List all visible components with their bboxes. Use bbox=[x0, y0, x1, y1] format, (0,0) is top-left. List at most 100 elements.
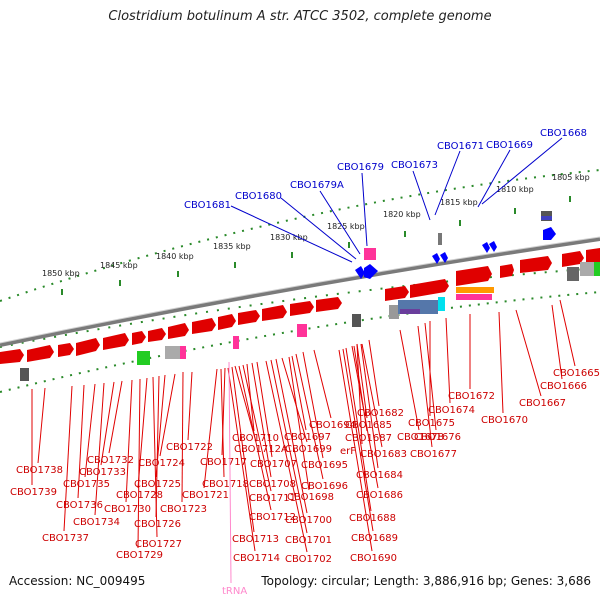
reverse-gene-label: CBO1694 bbox=[309, 420, 356, 431]
trna-label: tRNA bbox=[222, 586, 247, 597]
reverse-gene-label: CBO1727 bbox=[135, 539, 182, 550]
reverse-gene-label: CBO1708 bbox=[249, 479, 296, 490]
kbp-label: 1810 kbp bbox=[496, 185, 534, 194]
reverse-gene-label: CBO1678 bbox=[397, 432, 444, 443]
reverse-gene-label: CBO1737 bbox=[42, 533, 89, 544]
kbp-label: 1840 kbp bbox=[156, 252, 194, 261]
reverse-label-line bbox=[256, 361, 273, 458]
gene-arrow bbox=[385, 286, 409, 301]
gene-arrow bbox=[316, 297, 342, 312]
gene-arrow bbox=[456, 266, 492, 286]
reverse-gene-label: CBO1687 bbox=[345, 433, 392, 444]
kbp-ticks bbox=[61, 196, 571, 295]
reverse-gene-label: CBO1732 bbox=[87, 455, 134, 466]
reverse-label-line bbox=[360, 343, 379, 469]
reverse-label-line bbox=[77, 384, 85, 499]
reverse-label-line bbox=[125, 379, 133, 503]
feature-box bbox=[180, 346, 186, 359]
reverse-gene-label: CBO1730 bbox=[104, 504, 151, 515]
reverse-gene-label: CBO1722 bbox=[166, 442, 213, 453]
reverse-gene-label: CBO1707 bbox=[250, 459, 297, 470]
reverse-gene-label: CBO1667 bbox=[519, 398, 566, 409]
gene-arrow bbox=[482, 242, 490, 253]
reverse-gene-label: CBO1690 bbox=[350, 553, 397, 564]
reverse-gene-label: CBO1714 bbox=[233, 553, 280, 564]
genome-stats-text: Topology: circular; Length: 3,886,916 bp… bbox=[261, 574, 591, 588]
gene-arrow bbox=[290, 301, 314, 316]
gene-arrow bbox=[262, 305, 287, 321]
kbp-label: 1825 kbp bbox=[327, 222, 365, 231]
kbp-label: 1805 kbp bbox=[552, 173, 590, 182]
forward-gene-label: CBO1680 bbox=[235, 191, 282, 202]
forward-label-line bbox=[477, 149, 511, 208]
kbp-label: 1830 kbp bbox=[270, 233, 308, 242]
reverse-gene-label: CBO1739 bbox=[10, 487, 57, 498]
gene-arrow bbox=[238, 310, 260, 325]
forward-gene-label: CBO1681 bbox=[184, 200, 231, 211]
reverse-gene-label: erF bbox=[340, 446, 356, 457]
reverse-label-line bbox=[100, 381, 115, 466]
reverse-label-line bbox=[345, 347, 372, 512]
reverse-gene-label: CBO1702 bbox=[285, 554, 332, 565]
reverse-gene-label: CBO1725 bbox=[134, 479, 181, 490]
feature-box bbox=[233, 336, 239, 349]
gene-arrow bbox=[0, 349, 24, 364]
reverse-label-line bbox=[424, 322, 437, 431]
reverse-label-line bbox=[302, 351, 324, 459]
gene-arrow bbox=[489, 241, 497, 252]
trna-label-line bbox=[228, 361, 232, 584]
reverse-label-line bbox=[353, 345, 368, 432]
gene-arrow bbox=[218, 314, 236, 330]
reverse-gene-label: CBO1726 bbox=[134, 519, 181, 530]
gene-arrow bbox=[432, 253, 440, 264]
gene-arrow bbox=[364, 264, 378, 279]
gene-arrow bbox=[192, 318, 216, 334]
genome-backbone bbox=[0, 237, 600, 347]
reverse-gene-label: CBO1672 bbox=[448, 391, 495, 402]
gene-arrow bbox=[103, 333, 129, 350]
forward-gene-label: CBO1679 bbox=[337, 162, 384, 173]
feature-box bbox=[567, 267, 579, 281]
reverse-gene-labels: CBO1665 CBO1666 CBO1667 CBO1670 CBO1672 CBO16… bbox=[10, 368, 600, 565]
reverse-gene-label: CBO1677 bbox=[410, 449, 457, 460]
forward-label-line bbox=[280, 197, 357, 260]
reverse-gene-label: CBO1712A bbox=[234, 444, 288, 455]
reverse-label-line bbox=[234, 365, 257, 443]
reverse-label-line bbox=[498, 311, 504, 414]
reverse-label-line bbox=[265, 360, 308, 553]
reverse-label-line bbox=[159, 373, 176, 457]
reverse-gene-label: CBO1695 bbox=[301, 460, 348, 471]
feature-box bbox=[456, 287, 494, 293]
gene-arrow bbox=[355, 266, 365, 279]
kbp-label: 1815 kbp bbox=[440, 198, 478, 207]
reverse-gene-label: CBO1718 bbox=[202, 479, 249, 490]
gene-arrow bbox=[148, 328, 166, 342]
reverse-label-line bbox=[342, 348, 374, 532]
reverse-gene-label: CBO1738 bbox=[16, 465, 63, 476]
forward-gene-labels: CBO1681 CBO1680 CBO1679A CBO1679 CBO1673 CBO1… bbox=[184, 128, 587, 211]
forward-gene-arrows bbox=[355, 227, 556, 279]
reverse-label-line bbox=[399, 329, 420, 431]
gene-arrow bbox=[27, 345, 54, 362]
reverse-gene-label: CBO1733 bbox=[79, 467, 126, 478]
reverse-label-line bbox=[559, 299, 576, 367]
reverse-label-line bbox=[356, 343, 363, 445]
reverse-label-line bbox=[231, 366, 255, 533]
reverse-gene-label: CBO1686 bbox=[356, 490, 403, 501]
reverse-label-line bbox=[181, 371, 184, 503]
reverse-label-line bbox=[515, 309, 542, 397]
feature-box bbox=[20, 368, 29, 381]
reverse-label-line bbox=[108, 380, 123, 454]
reverse-label-line bbox=[94, 382, 105, 516]
reverse-gene-label: CBO1736 bbox=[56, 500, 103, 511]
reverse-gene-label: CBO1696 bbox=[301, 481, 348, 492]
reverse-gene-label: CBO1723 bbox=[160, 504, 207, 515]
reverse-gene-label: CBO1728 bbox=[116, 490, 163, 501]
feature-box bbox=[580, 262, 594, 276]
reverse-gene-label: CBO1665 bbox=[553, 368, 600, 379]
reverse-gene-label: CBO1710 bbox=[232, 433, 279, 444]
reverse-label-line bbox=[137, 377, 148, 489]
reverse-gene-label: CBO1670 bbox=[481, 415, 528, 426]
feature-box bbox=[364, 248, 376, 260]
reverse-label-line bbox=[203, 368, 218, 489]
